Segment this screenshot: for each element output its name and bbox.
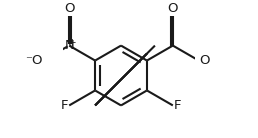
Text: N: N xyxy=(64,39,74,52)
Text: ⁻O: ⁻O xyxy=(25,54,43,67)
Text: F: F xyxy=(174,99,181,112)
Text: +: + xyxy=(68,38,76,48)
Text: O: O xyxy=(64,2,75,15)
Text: O: O xyxy=(168,2,178,15)
Text: F: F xyxy=(61,99,69,112)
Text: O: O xyxy=(199,54,210,67)
